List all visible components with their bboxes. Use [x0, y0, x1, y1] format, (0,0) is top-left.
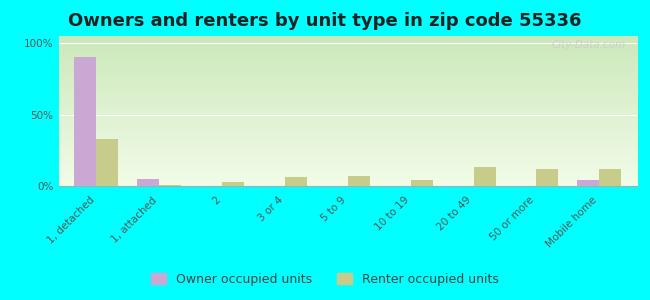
Bar	[411, 180, 433, 186]
Legend: Owner occupied units, Renter occupied units: Owner occupied units, Renter occupied un…	[146, 268, 504, 291]
Bar	[159, 184, 181, 186]
Text: Owners and renters by unit type in zip code 55336: Owners and renters by unit type in zip c…	[68, 12, 582, 30]
Bar	[74, 57, 96, 186]
Bar	[577, 180, 599, 186]
Text: City-Data.com: City-Data.com	[551, 40, 625, 50]
Bar	[348, 176, 370, 186]
Bar	[222, 182, 244, 186]
Bar	[96, 139, 118, 186]
Bar	[137, 179, 159, 186]
Bar	[473, 167, 495, 186]
Bar	[285, 177, 307, 186]
Bar	[536, 169, 558, 186]
Bar	[599, 169, 621, 186]
